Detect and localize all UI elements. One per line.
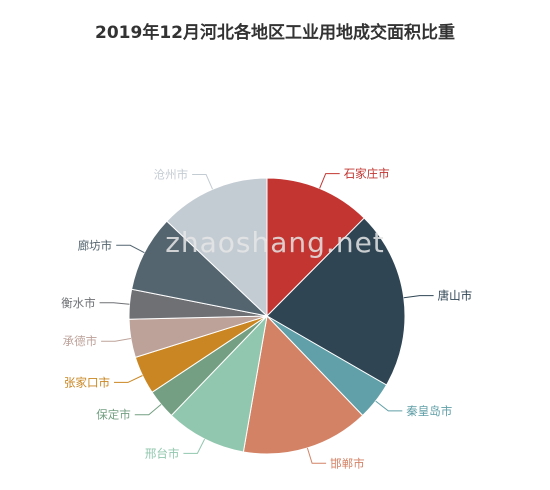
leader-line (319, 173, 340, 189)
leader-line (183, 438, 206, 454)
chart-title: 2019年12月河北各地区工业用地成交面积比重 (95, 22, 455, 43)
leader-line (134, 404, 162, 416)
slice-label: 秦皇岛市 (406, 404, 452, 418)
watermark: zhaoshang.net (165, 226, 385, 259)
slice-label: 邯郸市 (330, 456, 365, 470)
pie-slice (266, 217, 406, 386)
pie-slice (170, 314, 268, 453)
slice-label: 石家庄市 (344, 167, 390, 181)
leader-line (101, 338, 131, 342)
leader-line (403, 295, 434, 299)
pie-slice (166, 177, 268, 318)
slice-label: 衡水市 (61, 296, 96, 310)
slice-label: 唐山市 (438, 289, 473, 303)
leader-line (99, 302, 130, 305)
pie-slice (266, 177, 365, 318)
slice-label: 廊坊市 (78, 238, 113, 252)
leader-line (114, 375, 143, 383)
slice-label: 保定市 (96, 408, 131, 422)
leader-line (306, 447, 327, 464)
slice-label: 张家口市 (64, 375, 110, 389)
slice-label: 沧州市 (154, 168, 189, 182)
pie-slice (242, 314, 364, 455)
leader-line (116, 244, 145, 254)
leader-line (192, 174, 213, 190)
slice-label: 承德市 (63, 334, 98, 348)
leader-line (375, 400, 403, 412)
slice-label: 邢台市 (145, 446, 180, 460)
pie-slices (128, 177, 406, 455)
